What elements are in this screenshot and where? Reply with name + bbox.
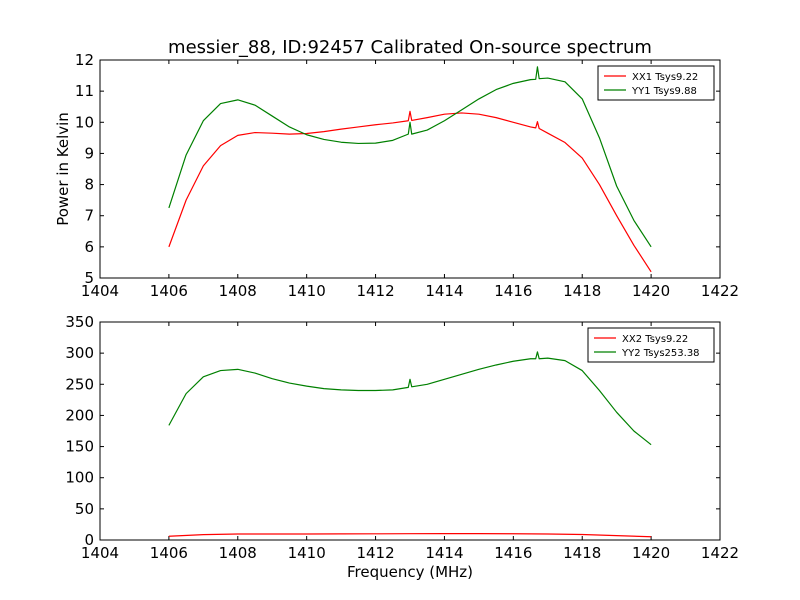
top-y-tick-label: 8 xyxy=(84,176,94,194)
bottom-y-tick-label: 250 xyxy=(65,375,94,393)
bottom-x-tick-label: 1408 xyxy=(219,544,257,562)
top-y-tick-label: 10 xyxy=(75,113,94,131)
top-y-tick-label: 11 xyxy=(75,82,94,100)
bottom-x-tick-label: 1414 xyxy=(425,544,463,562)
bottom-y-tick-label: 0 xyxy=(84,531,94,549)
top-x-tick-label: 1420 xyxy=(632,282,670,300)
bottom-series-line-1 xyxy=(168,533,652,538)
top-legend-label: XX1 Tsys9.22 xyxy=(632,72,698,83)
chart-title: messier_88, ID:92457 Calibrated On-sourc… xyxy=(168,37,652,58)
top-x-tick-label: 1422 xyxy=(701,282,739,300)
top-y-tick-label: 5 xyxy=(84,269,94,287)
top-x-tick-label: 1418 xyxy=(563,282,601,300)
top-x-tick-label: 1416 xyxy=(494,282,532,300)
top-x-tick-label: 1412 xyxy=(356,282,394,300)
top-plot: 1404 1406 1408 1410 1412 1414 1416 1418 1420 1422… xyxy=(75,51,739,300)
bottom-x-tick-label: 1416 xyxy=(494,544,532,562)
x-axis-label: Frequency (MHz) xyxy=(347,563,473,581)
top-y-tick-label: 9 xyxy=(84,144,94,162)
bottom-legend-box xyxy=(587,327,715,363)
top-x-tick-label: 1414 xyxy=(425,282,463,300)
top-legend-box xyxy=(597,65,715,101)
bottom-legend-label: XX2 Tsys9.22 xyxy=(622,334,688,345)
bottom-y-tick-label: 200 xyxy=(65,406,94,424)
bottom-y-tick-label: 150 xyxy=(65,438,94,456)
top-legend-label: YY1 Tsys9.88 xyxy=(631,86,697,97)
top-plot-frame xyxy=(99,59,721,279)
bottom-x-tick-label: 1406 xyxy=(150,544,188,562)
bottom-plot-frame xyxy=(99,321,721,541)
top-x-tick-label: 1406 xyxy=(150,282,188,300)
bottom-y-tick-label: 50 xyxy=(75,500,94,518)
bottom-series-line-2 xyxy=(168,351,652,446)
top-series-line-1 xyxy=(168,110,652,273)
y-axis-label-top: Power in Kelvin xyxy=(54,112,72,226)
top-y-tick-label: 6 xyxy=(84,238,94,256)
bottom-x-tick-label: 1410 xyxy=(288,544,326,562)
bottom-x-tick-label: 1418 xyxy=(563,544,601,562)
bottom-plot: 1404 1406 1408 1410 1412 1414 1416 1418 1420 1422… xyxy=(65,313,739,562)
bottom-x-tick-label: 1422 xyxy=(701,544,739,562)
top-legend: XX1 Tsys9.22 YY1 Tsys9.88 xyxy=(597,65,715,101)
top-y-tick-label: 7 xyxy=(84,207,94,225)
top-x-tick-label: 1408 xyxy=(219,282,257,300)
top-x-tick-label: 1410 xyxy=(288,282,326,300)
bottom-x-tick-label: 1404 xyxy=(81,544,119,562)
bottom-y-tick-label: 350 xyxy=(65,313,94,331)
top-x-tick-label: 1404 xyxy=(81,282,119,300)
top-series-line-2 xyxy=(168,66,652,248)
bottom-y-tick-label: 300 xyxy=(65,344,94,362)
bottom-x-tick-label: 1420 xyxy=(632,544,670,562)
bottom-x-tick-label: 1412 xyxy=(356,544,394,562)
top-y-tick-label: 12 xyxy=(75,51,94,69)
bottom-legend: XX2 Tsys9.22 YY2 Tsys253.38 xyxy=(587,327,715,363)
bottom-legend-label: YY2 Tsys253.38 xyxy=(621,348,700,359)
bottom-y-tick-label: 100 xyxy=(65,469,94,487)
